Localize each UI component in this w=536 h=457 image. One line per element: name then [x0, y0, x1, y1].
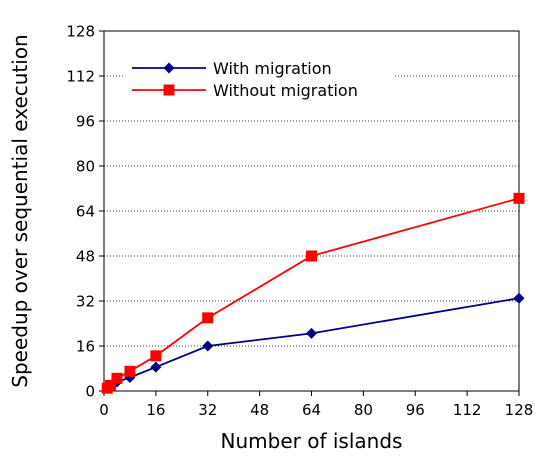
- x-tick-label: 96: [406, 401, 425, 419]
- y-axis-ticks: 0 16 32 48 64 80 96 112 128: [66, 23, 104, 401]
- data-point-diamond: [513, 292, 525, 304]
- series-1: [101, 292, 525, 394]
- x-tick-label: 64: [302, 401, 321, 419]
- x-tick-label: 0: [99, 401, 109, 419]
- data-point-diamond: [163, 62, 175, 74]
- data-point-square: [513, 192, 525, 204]
- legend-label: With migration: [213, 59, 332, 78]
- y-axis-title: Speedup over sequential execution: [8, 34, 32, 388]
- legend-entry: With migration: [132, 59, 332, 78]
- data-point-square: [306, 250, 317, 262]
- legend-entry: Without migration: [132, 81, 358, 100]
- series-line: [106, 197, 520, 389]
- legend-label: Without migration: [213, 81, 358, 100]
- y-tick-label: 64: [76, 203, 95, 221]
- data-point-square: [150, 350, 162, 362]
- data-point-square: [163, 84, 175, 96]
- x-tick-label: 32: [198, 401, 217, 419]
- x-tick-label: 112: [453, 401, 482, 419]
- series-2: [101, 192, 525, 394]
- data-point-square: [104, 379, 116, 391]
- y-tick-label: 0: [85, 383, 95, 401]
- y-tick-label: 48: [76, 248, 95, 266]
- series-layer: [101, 192, 525, 394]
- x-tick-label: 80: [354, 401, 373, 419]
- data-point-diamond: [150, 361, 162, 373]
- data-point-square: [111, 372, 123, 384]
- gridlines: [104, 75, 519, 347]
- legend: With migration Without migration: [125, 53, 393, 103]
- x-tick-label: 16: [146, 401, 165, 419]
- y-tick-label: 112: [66, 68, 95, 86]
- x-axis-title: Number of islands: [221, 429, 403, 453]
- data-point-square: [124, 365, 136, 377]
- y-tick-label: 128: [66, 23, 95, 41]
- y-tick-label: 96: [76, 113, 95, 131]
- x-tick-label: 128: [505, 401, 534, 419]
- x-tick-label: 48: [250, 401, 269, 419]
- x-axis-ticks: 0 16 32 48 64 80 96 112 128: [99, 391, 533, 419]
- data-point-square: [202, 312, 214, 324]
- y-tick-label: 80: [76, 158, 95, 176]
- data-point-diamond: [306, 327, 317, 339]
- y-tick-label: 32: [76, 293, 95, 311]
- series-line: [106, 297, 520, 389]
- data-point-diamond: [202, 340, 214, 352]
- y-tick-label: 16: [76, 338, 95, 356]
